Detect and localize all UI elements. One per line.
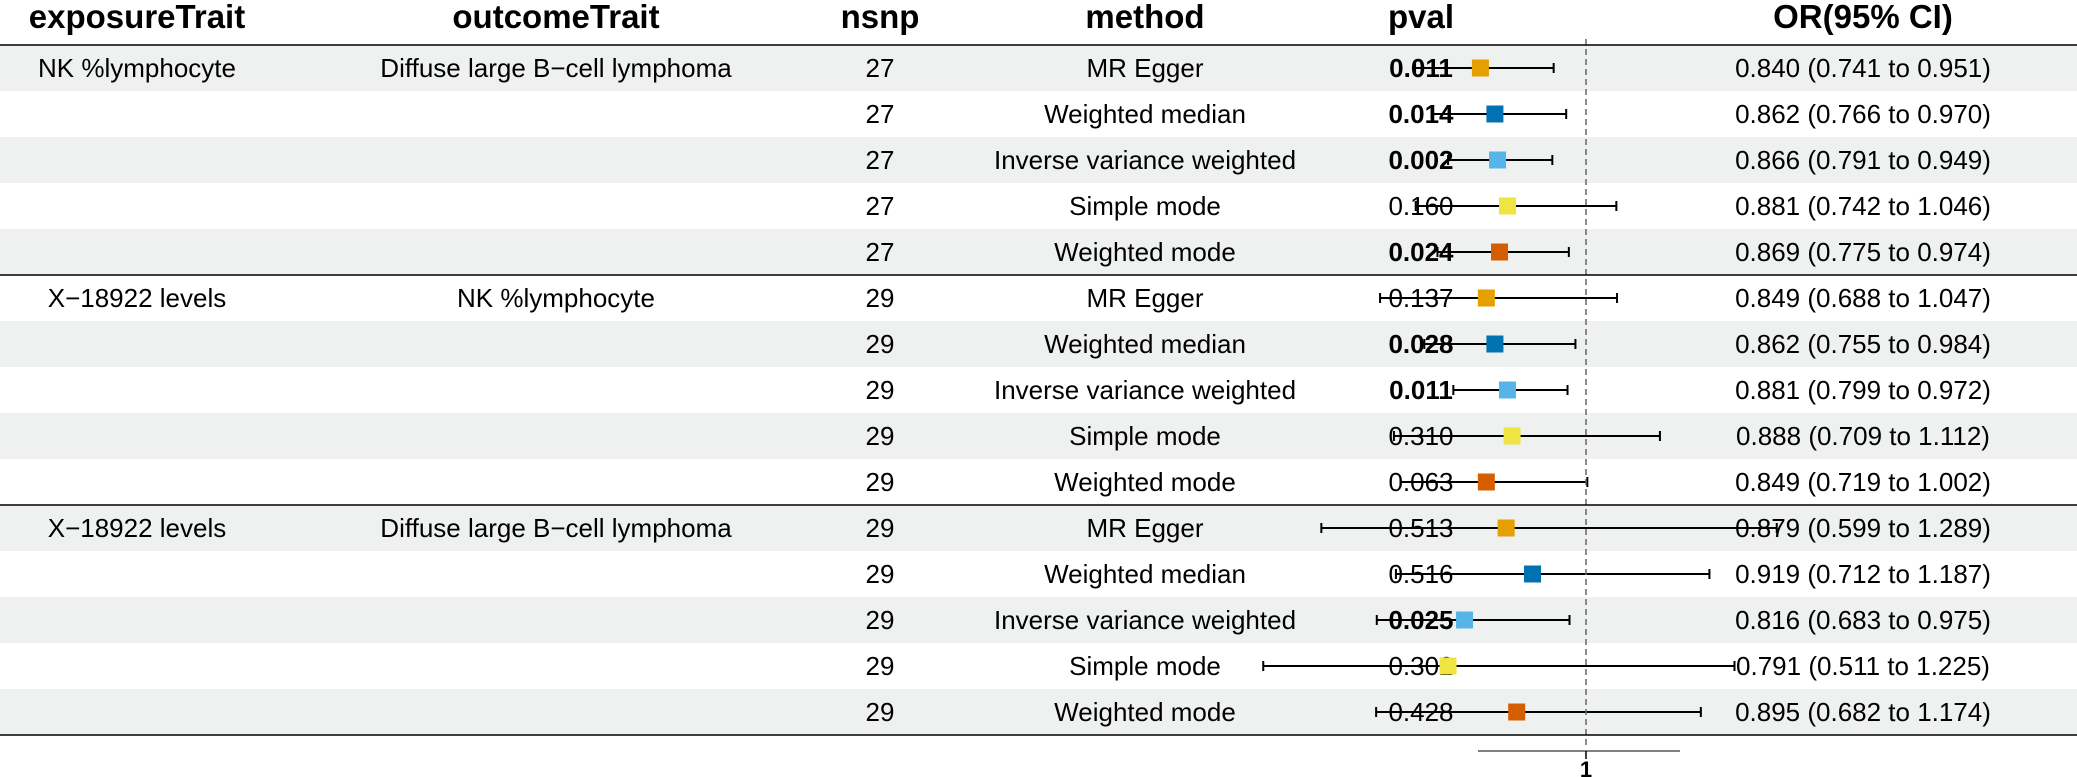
cell-or-ci: 0.840 (0.741 to 0.951)	[1735, 53, 1991, 83]
cell-exposure: X−18922 levels	[48, 283, 227, 313]
cell-method: Weighted mode	[1054, 467, 1236, 497]
cell-or-ci: 0.849 (0.719 to 1.002)	[1735, 467, 1991, 497]
point-estimate	[1486, 105, 1504, 123]
header-outcome: outcomeTrait	[452, 0, 659, 35]
cell-nsnp: 27	[866, 53, 895, 83]
cell-nsnp: 27	[866, 145, 895, 175]
point-estimate	[1498, 197, 1516, 215]
row-stripe	[0, 413, 2077, 459]
cell-nsnp: 29	[866, 375, 895, 405]
cell-nsnp: 27	[866, 237, 895, 267]
cell-pval: 0.011	[1389, 375, 1453, 405]
table-cells: NK %lymphocyte Diffuse large B−cell lymph…	[38, 53, 1991, 727]
cell-nsnp: 29	[866, 421, 895, 451]
point-estimate	[1477, 473, 1495, 491]
cell-exposure: X−18922 levels	[48, 513, 227, 543]
point-estimate	[1491, 243, 1509, 261]
cell-method: Simple mode	[1069, 421, 1221, 451]
cell-nsnp: 29	[866, 651, 895, 681]
cell-nsnp: 29	[866, 329, 895, 359]
cell-method: Simple mode	[1069, 651, 1221, 681]
cell-or-ci: 0.862 (0.766 to 0.970)	[1735, 99, 1991, 129]
header-nsnp: nsnp	[841, 0, 920, 35]
cell-nsnp: 29	[866, 697, 895, 727]
point-estimate	[1471, 59, 1489, 77]
point-estimate	[1508, 703, 1526, 721]
cell-method: MR Egger	[1086, 283, 1203, 313]
row-stripe	[0, 45, 2077, 91]
cell-pval: 0.002	[1388, 145, 1453, 175]
cell-method: MR Egger	[1086, 513, 1203, 543]
cell-nsnp: 29	[866, 513, 895, 543]
point-estimate	[1497, 519, 1515, 537]
cell-or-ci: 0.816 (0.683 to 0.975)	[1735, 605, 1991, 635]
row-stripe	[0, 321, 2077, 367]
row-stripe	[0, 137, 2077, 183]
cell-method: Simple mode	[1069, 191, 1221, 221]
point-estimate	[1456, 611, 1474, 629]
cell-method: Weighted mode	[1054, 697, 1236, 727]
cell-or-ci: 0.895 (0.682 to 1.174)	[1735, 697, 1991, 727]
point-estimate	[1503, 427, 1521, 445]
cell-or-ci: 0.849 (0.688 to 1.047)	[1735, 283, 1991, 313]
header-exposure: exposureTrait	[29, 0, 245, 35]
point-estimate	[1498, 381, 1516, 399]
point-estimate	[1486, 335, 1504, 353]
cell-nsnp: 29	[866, 467, 895, 497]
header-or-ci: OR(95% CI)	[1773, 0, 1953, 35]
cell-nsnp: 29	[866, 283, 895, 313]
cell-outcome: Diffuse large B−cell lymphoma	[380, 53, 732, 83]
row-stripe	[0, 597, 2077, 643]
cell-or-ci: 0.869 (0.775 to 0.974)	[1735, 237, 1991, 267]
cell-method: Inverse variance weighted	[994, 145, 1296, 175]
row-stripe	[0, 229, 2077, 275]
plot-area: 1	[0, 39, 2077, 777]
column-headers: exposureTrait outcomeTrait nsnp method p…	[29, 0, 1953, 35]
cell-method: Weighted median	[1044, 329, 1246, 359]
cell-nsnp: 29	[866, 559, 895, 589]
header-pval: pval	[1388, 0, 1454, 35]
point-estimate	[1477, 289, 1495, 307]
cell-or-ci: 0.791 (0.511 to 1.225)	[1736, 651, 1990, 681]
cell-method: Inverse variance weighted	[994, 375, 1296, 405]
cell-nsnp: 29	[866, 605, 895, 635]
point-estimate	[1439, 657, 1457, 675]
cell-or-ci: 0.881 (0.742 to 1.046)	[1735, 191, 1991, 221]
cell-outcome: NK %lymphocyte	[457, 283, 655, 313]
cell-nsnp: 27	[866, 99, 895, 129]
x-tick-label: 1	[1580, 757, 1592, 777]
cell-method: Weighted mode	[1054, 237, 1236, 267]
row-stripe	[0, 689, 2077, 735]
cell-or-ci: 0.866 (0.791 to 0.949)	[1735, 145, 1991, 175]
cell-nsnp: 27	[866, 191, 895, 221]
cell-method: Weighted median	[1044, 99, 1246, 129]
cell-method: Weighted median	[1044, 559, 1246, 589]
point-estimate	[1524, 565, 1542, 583]
cell-method: MR Egger	[1086, 53, 1203, 83]
cell-exposure: NK %lymphocyte	[38, 53, 236, 83]
point-estimate	[1489, 151, 1507, 169]
header-method: method	[1085, 0, 1204, 35]
cell-or-ci: 0.888 (0.709 to 1.112)	[1736, 421, 1990, 451]
cell-outcome: Diffuse large B−cell lymphoma	[380, 513, 732, 543]
cell-or-ci: 0.862 (0.755 to 0.984)	[1735, 329, 1991, 359]
cell-or-ci: 0.881 (0.799 to 0.972)	[1735, 375, 1991, 405]
cell-method: Inverse variance weighted	[994, 605, 1296, 635]
cell-or-ci: 0.919 (0.712 to 1.187)	[1735, 559, 1991, 589]
